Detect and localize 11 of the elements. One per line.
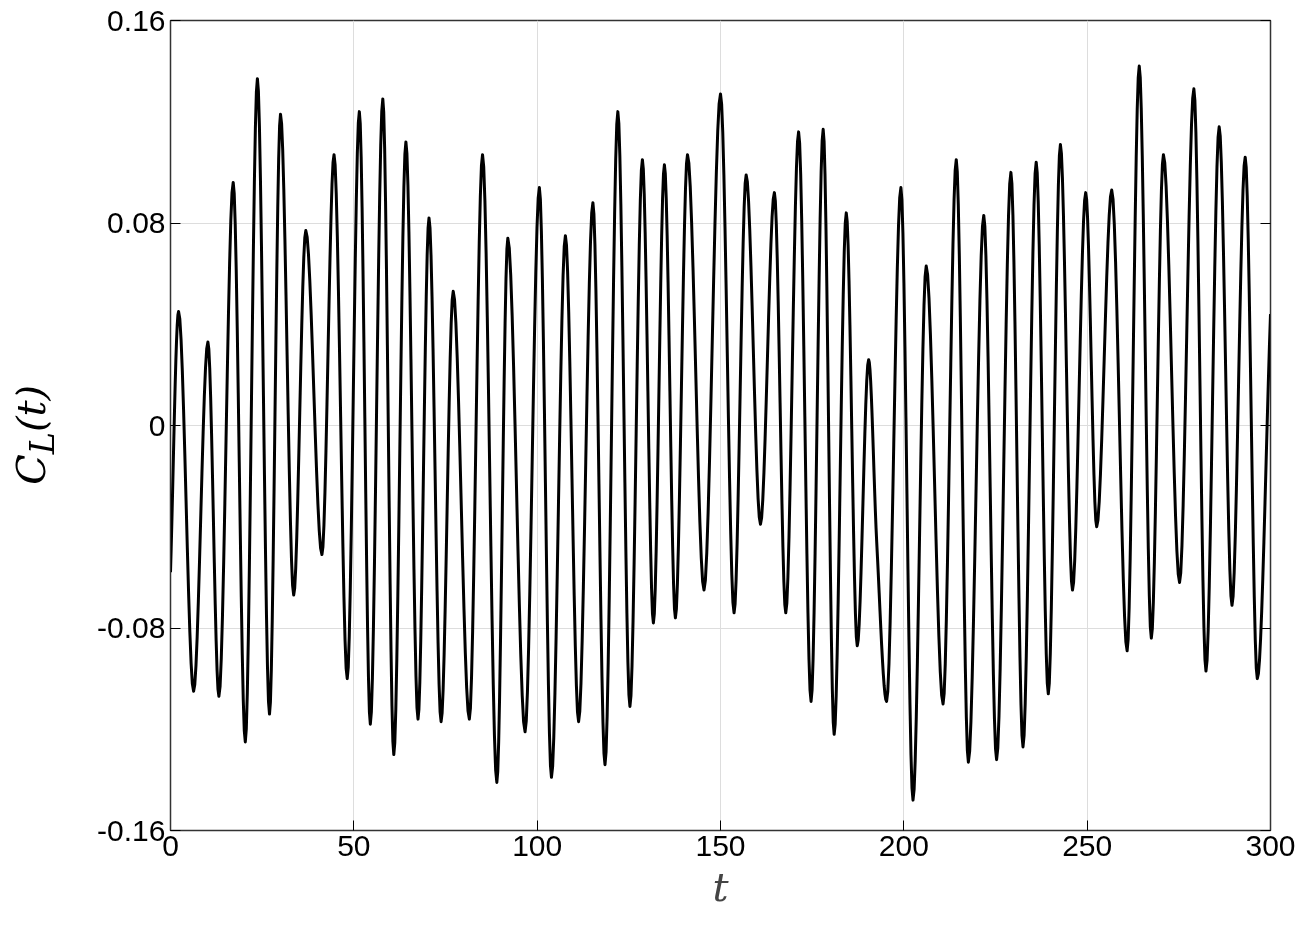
x-tick-label: 150: [695, 828, 746, 862]
y-tick-label: -0.08: [97, 611, 166, 644]
x-axis-title: t: [712, 863, 730, 910]
y-tick-label: 0: [148, 408, 166, 442]
x-tick-label: 50: [337, 828, 371, 862]
y-tick-label: 0.08: [107, 206, 166, 239]
x-tick-label: 200: [878, 828, 929, 862]
x-tick-label: 250: [1062, 828, 1113, 862]
y-tick-label: 0.16: [107, 3, 166, 37]
x-tick-label: 300: [1245, 828, 1296, 862]
x-tick-label: 100: [512, 828, 563, 862]
